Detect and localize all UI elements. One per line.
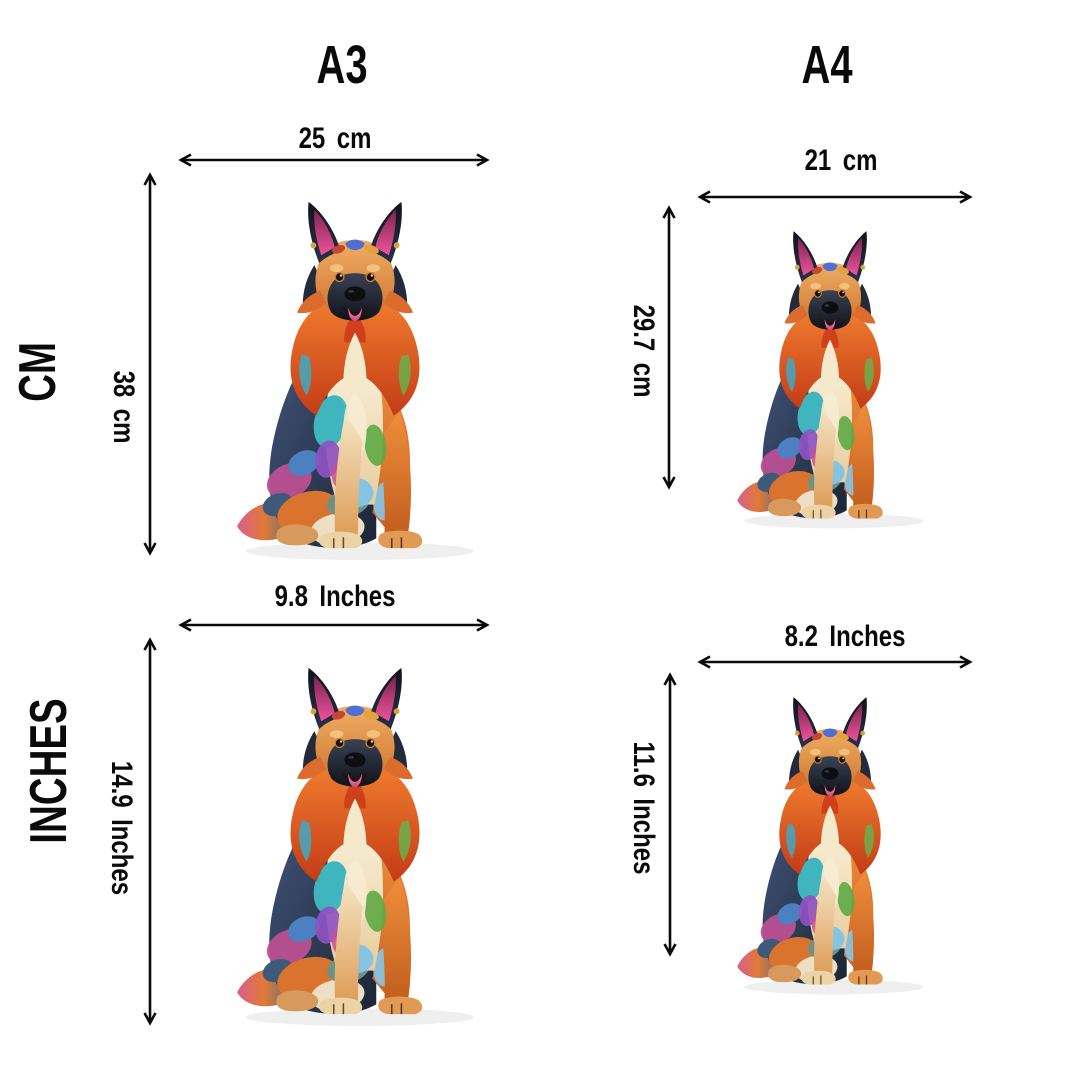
a4-inches-width-arrow-icon <box>697 655 973 669</box>
a3-inches-width-arrow-icon <box>178 618 490 632</box>
a3-inches-height-arrow-icon <box>143 637 157 1026</box>
a4-inches-width-label: 8.2 Inches <box>784 620 906 653</box>
a4-cm-height-arrow-icon <box>662 205 676 490</box>
a3-cm-height-arrow-icon <box>143 172 157 556</box>
a4-cm-height-label: 29.7 cm <box>627 304 660 398</box>
a3-cm-dog-illustration <box>236 201 475 561</box>
a4-inches-dog-illustration <box>736 696 925 996</box>
a4-inches-height-label: 11.6 Inches <box>627 741 660 875</box>
a3-cm-width-label: 25 cm <box>298 122 372 155</box>
column-header-a4: A4 <box>801 35 853 95</box>
row-label-inches: INCHES <box>20 698 78 844</box>
a3-inches-width-label: 9.8 Inches <box>274 580 396 613</box>
column-header-a3: A3 <box>316 35 368 95</box>
a3-cm-height-label: 38 cm <box>107 370 140 444</box>
a3-cm-width-arrow-icon <box>178 153 490 167</box>
a3-inches-height-label: 14.9 Inches <box>105 760 138 896</box>
a3-inches-dog-illustration <box>236 667 475 1027</box>
a4-cm-dog-illustration <box>736 230 925 530</box>
a4-cm-width-arrow-icon <box>697 190 973 204</box>
a4-inches-height-arrow-icon <box>663 672 677 957</box>
a4-cm-width-label: 21 cm <box>804 144 878 177</box>
row-label-cm: CM <box>9 342 67 402</box>
